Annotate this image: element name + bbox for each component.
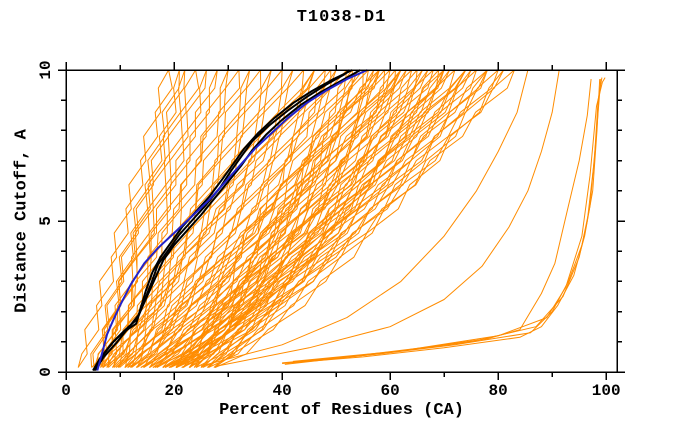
x-tick-label: 80 xyxy=(488,382,508,400)
x-tick-label: 20 xyxy=(164,382,184,400)
y-tick-label: 0 xyxy=(37,367,55,377)
x-axis-label: Percent of Residues (CA) xyxy=(219,401,464,420)
chart-title: T1038-D1 xyxy=(296,8,387,27)
x-tick-label: 40 xyxy=(272,382,292,400)
y-tick-label: 10 xyxy=(37,60,55,80)
y-tick-label: 5 xyxy=(37,216,55,226)
x-tick-label: 60 xyxy=(380,382,400,400)
x-tick-label: 0 xyxy=(61,382,71,400)
x-tick-label: 100 xyxy=(591,382,621,400)
